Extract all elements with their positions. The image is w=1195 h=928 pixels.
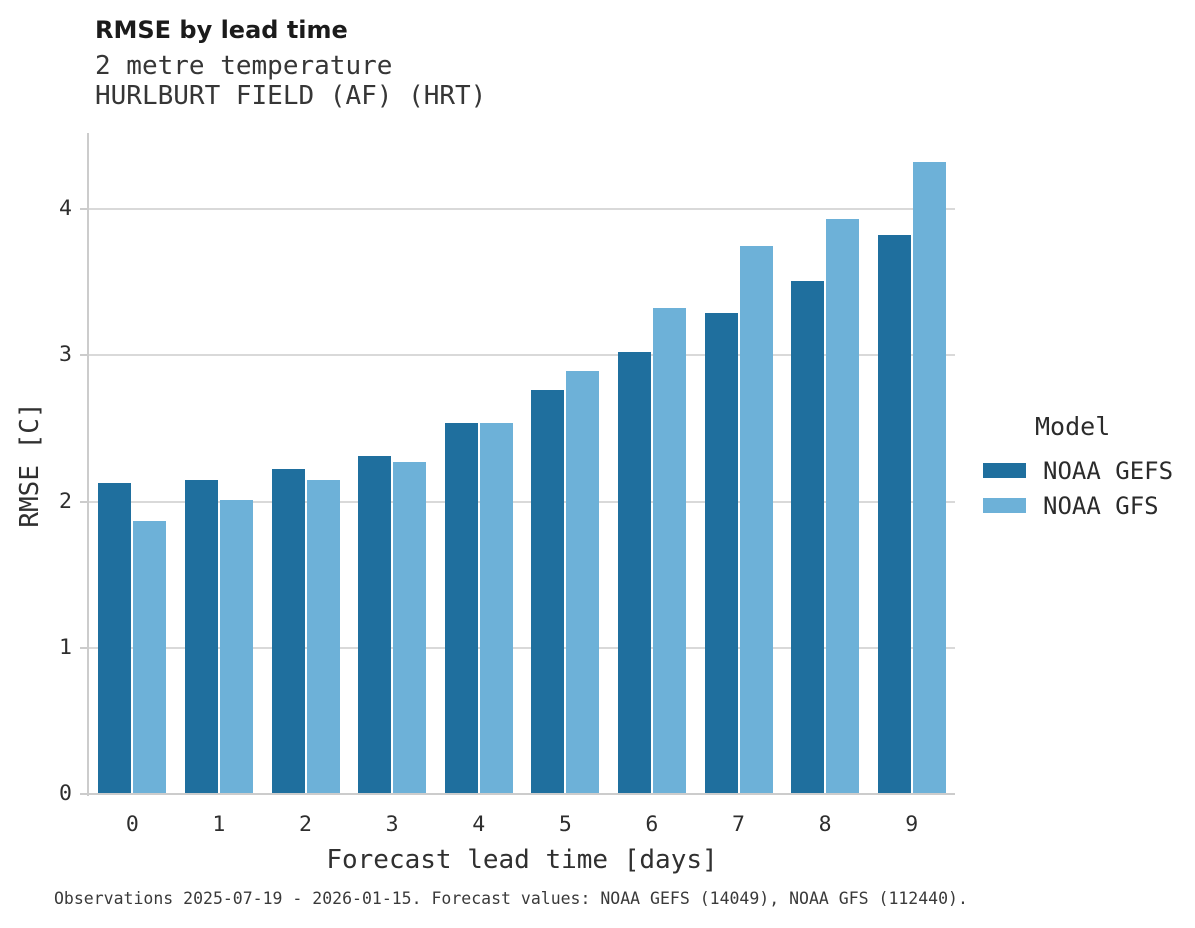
legend-label-noaa-gefs: NOAA GEFS bbox=[1043, 456, 1174, 485]
x-tick-label-8: 8 bbox=[818, 812, 832, 837]
x-tick-label-7: 7 bbox=[732, 812, 745, 837]
bar-noaa-gefs-day-8 bbox=[791, 280, 825, 794]
gridline-y-4 bbox=[89, 208, 955, 211]
chart-subtitle-station: HURLBURT FIELD (AF) (HRT) bbox=[95, 81, 487, 111]
bar-noaa-gefs-day-6 bbox=[617, 352, 651, 794]
y-tick-label-1: 1 bbox=[59, 634, 72, 660]
y-tick-mark-3 bbox=[80, 354, 87, 357]
legend-items: NOAA GEFS NOAA GFS bbox=[983, 453, 1195, 523]
bar-noaa-gfs-day-8 bbox=[826, 219, 860, 794]
y-tick-mark-0 bbox=[80, 793, 87, 795]
y-tick-mark-2 bbox=[80, 500, 87, 503]
legend-title: Model bbox=[1035, 412, 1111, 441]
y-tick-label-2: 2 bbox=[59, 488, 72, 514]
gridline-y-1 bbox=[89, 646, 955, 649]
bar-noaa-gfs-day-5 bbox=[566, 371, 600, 794]
bar-noaa-gfs-day-4 bbox=[479, 422, 513, 794]
bar-noaa-gfs-day-2 bbox=[306, 479, 340, 794]
x-axis-line bbox=[87, 793, 955, 795]
chart-subtitle-variable: 2 metre temperature bbox=[95, 51, 393, 81]
x-axis-label: Forecast lead time [days] bbox=[326, 845, 718, 875]
footer-caption: Observations 2025-07-19 - 2026-01-15. Fo… bbox=[54, 889, 968, 908]
y-tick-mark-4 bbox=[80, 208, 87, 211]
legend-item-noaa-gfs: NOAA GFS bbox=[983, 488, 1195, 523]
bar-noaa-gefs-day-4 bbox=[444, 422, 478, 794]
bar-noaa-gfs-day-7 bbox=[739, 245, 773, 794]
x-tick-label-4: 4 bbox=[472, 812, 486, 837]
legend-swatch-noaa-gefs bbox=[983, 463, 1026, 478]
legend: Model NOAA GEFS NOAA GFS bbox=[983, 412, 1195, 523]
x-tick-label-5: 5 bbox=[558, 812, 572, 837]
bar-noaa-gefs-day-5 bbox=[531, 390, 565, 794]
y-tick-label-4: 4 bbox=[59, 196, 72, 222]
legend-swatch-noaa-gfs bbox=[983, 498, 1026, 513]
x-tick-label-3: 3 bbox=[385, 812, 399, 837]
bar-noaa-gefs-day-2 bbox=[271, 469, 305, 794]
x-tick-label-0: 0 bbox=[125, 812, 139, 837]
y-tick-label-3: 3 bbox=[59, 342, 72, 368]
gridline-y-3 bbox=[89, 354, 955, 357]
x-tick-label-1: 1 bbox=[212, 812, 226, 837]
bar-noaa-gfs-day-6 bbox=[652, 308, 686, 794]
bar-noaa-gefs-day-3 bbox=[358, 456, 392, 794]
bar-noaa-gefs-day-9 bbox=[877, 235, 911, 794]
bar-noaa-gefs-day-1 bbox=[184, 479, 218, 794]
legend-item-noaa-gefs: NOAA GEFS bbox=[983, 453, 1195, 488]
y-tick-label-0: 0 bbox=[59, 781, 72, 806]
legend-label-noaa-gfs: NOAA GFS bbox=[1043, 491, 1159, 520]
bar-noaa-gfs-day-0 bbox=[133, 520, 167, 794]
y-axis-line bbox=[87, 133, 89, 796]
y-axis-label: RMSE [C] bbox=[15, 402, 45, 528]
bar-noaa-gefs-day-7 bbox=[704, 312, 738, 794]
bar-noaa-gfs-day-3 bbox=[393, 462, 427, 794]
bar-noaa-gfs-day-1 bbox=[219, 500, 253, 794]
y-tick-mark-1 bbox=[80, 646, 87, 649]
bar-noaa-gefs-day-0 bbox=[98, 482, 132, 794]
x-tick-label-9: 9 bbox=[905, 812, 919, 837]
x-tick-label-6: 6 bbox=[645, 812, 659, 837]
chart-title: RMSE by lead time bbox=[95, 16, 348, 44]
x-tick-label-2: 2 bbox=[299, 812, 312, 837]
bar-noaa-gfs-day-9 bbox=[912, 162, 946, 794]
gridline-y-2 bbox=[89, 500, 955, 503]
